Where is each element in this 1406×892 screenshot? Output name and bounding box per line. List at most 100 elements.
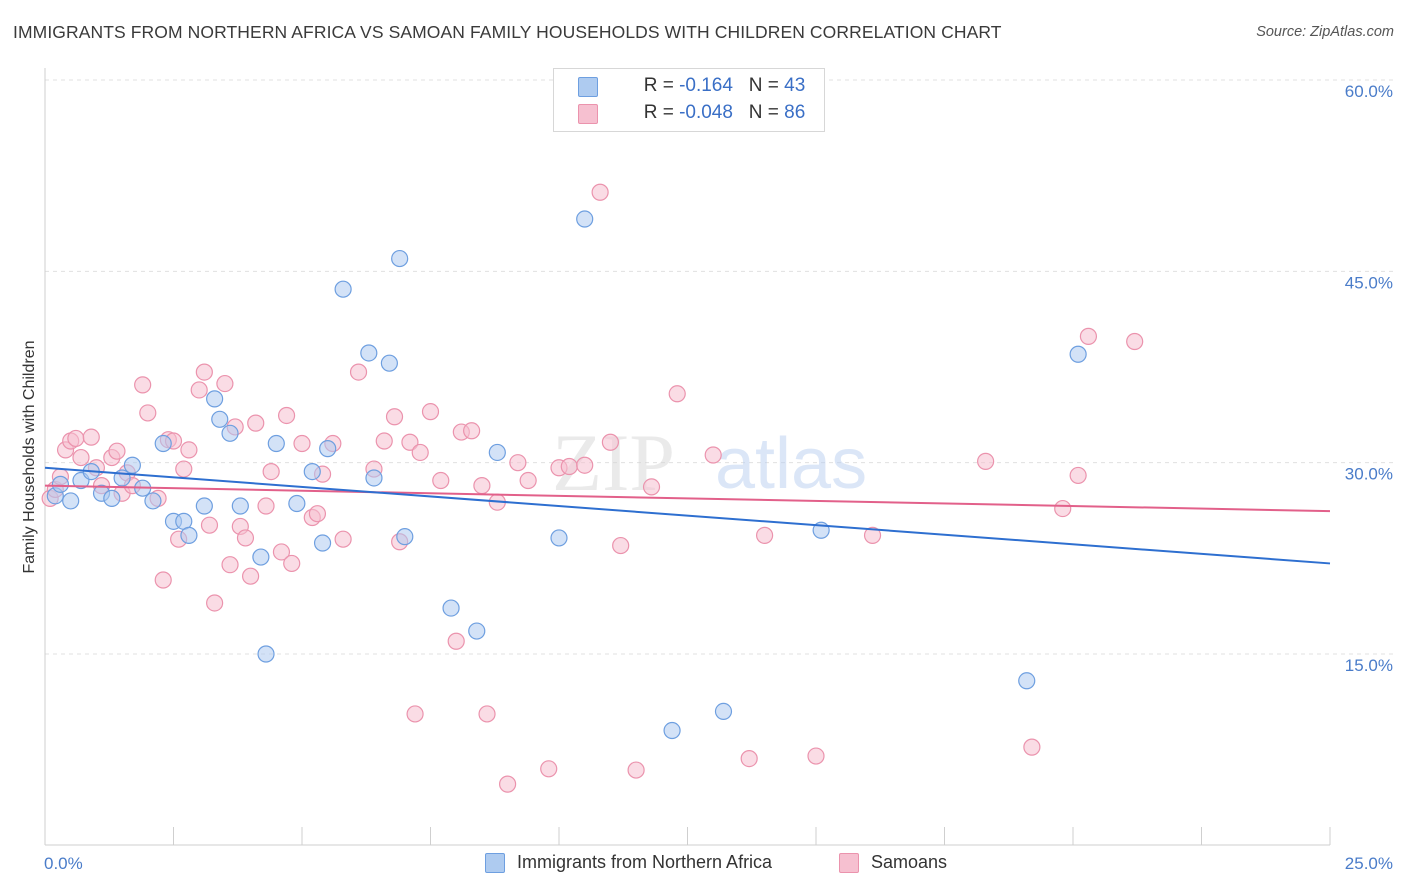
data-point <box>134 376 152 394</box>
legend-n-value: 43 <box>784 75 806 96</box>
data-point <box>1069 466 1087 485</box>
tick-labels: 15.0% 30.0% 45.0% 60.0% 0.0% 25.0% <box>44 82 1393 873</box>
axes <box>44 68 1331 846</box>
data-point <box>380 354 398 372</box>
data-point <box>401 433 419 451</box>
data-point <box>411 443 429 462</box>
legend-swatch-pink <box>839 852 859 873</box>
data-point <box>82 428 100 446</box>
data-point <box>807 747 825 765</box>
data-point <box>262 462 280 481</box>
data-point <box>360 344 378 362</box>
data-point <box>468 622 486 640</box>
data-point <box>612 536 630 555</box>
data-point <box>755 526 774 544</box>
data-point <box>1023 738 1041 756</box>
legend-n-label: N = <box>748 75 785 96</box>
data-point <box>576 210 594 228</box>
legend-n-value: 86 <box>784 102 806 123</box>
data-point <box>206 390 224 408</box>
y-tick-label: 30.0% <box>1345 465 1393 484</box>
series-samoans <box>41 183 1144 793</box>
data-point <box>283 554 301 573</box>
data-point <box>627 761 645 779</box>
legend-r-value: -0.048 <box>679 102 733 123</box>
legend-item-immigrants: Immigrants from Northern Africa <box>485 852 772 873</box>
data-point <box>236 529 255 547</box>
data-point <box>334 280 352 298</box>
data-point <box>591 183 609 201</box>
data-point <box>195 497 213 515</box>
data-point <box>180 526 198 544</box>
data-point <box>154 434 172 453</box>
data-point <box>272 543 291 561</box>
legend-r-label: R = <box>643 102 680 123</box>
data-point <box>499 775 517 793</box>
legend-item-samoans: Samoans <box>839 852 947 873</box>
data-point <box>221 424 239 442</box>
data-point <box>313 534 332 552</box>
data-point <box>108 442 126 460</box>
legend-swatch-pink <box>578 104 598 124</box>
data-point <box>442 599 460 617</box>
data-point <box>704 446 722 464</box>
y-axis-label: Family Households with Children <box>21 341 38 574</box>
data-point <box>349 363 368 381</box>
data-point <box>62 492 80 510</box>
data-point <box>576 456 594 474</box>
data-point <box>375 432 393 450</box>
chart-title: IMMIGRANTS FROM NORTHERN AFRICA VS SAMOA… <box>13 22 1002 42</box>
data-point <box>473 477 491 495</box>
data-point <box>488 443 506 462</box>
data-point <box>447 632 465 650</box>
data-point <box>103 489 121 507</box>
data-point <box>509 454 527 472</box>
data-point <box>144 492 162 510</box>
data-point <box>432 471 450 490</box>
data-point <box>293 434 311 453</box>
data-point <box>257 497 275 515</box>
data-point <box>303 462 321 481</box>
data-point <box>67 429 85 448</box>
data-point <box>211 410 229 428</box>
data-point <box>1018 672 1036 690</box>
data-point <box>668 385 686 403</box>
data-point <box>216 374 234 393</box>
data-point <box>396 528 414 546</box>
data-point <box>242 567 260 585</box>
data-point <box>519 471 537 490</box>
data-point <box>200 516 219 534</box>
y-tick-label: 15.0% <box>1345 656 1393 675</box>
data-point <box>1069 345 1087 363</box>
data-point <box>195 363 213 381</box>
data-point <box>139 404 157 422</box>
series-legend: Immigrants from Northern Africa Samoans <box>0 850 1406 880</box>
data-point <box>1054 499 1072 518</box>
data-point <box>601 433 620 451</box>
trend-line-immigrants <box>44 466 1331 565</box>
data-point <box>154 571 172 589</box>
data-point <box>51 475 70 493</box>
legend-label-immigrants: Immigrants from Northern Africa <box>517 852 773 872</box>
data-point <box>267 434 285 453</box>
data-point <box>421 403 440 421</box>
data-point <box>365 469 383 487</box>
legend-r-value: -0.164 <box>679 75 733 96</box>
data-point <box>257 645 275 663</box>
data-point <box>1079 327 1098 345</box>
legend-swatch-blue <box>578 77 598 97</box>
correlation-legend: R = -0.164 N = 43 R = -0.048 N = 86 <box>553 68 825 132</box>
data-point <box>663 721 681 740</box>
data-point <box>642 478 661 496</box>
data-point <box>463 422 481 440</box>
data-point <box>277 406 296 425</box>
y-tick-label: 45.0% <box>1345 273 1393 292</box>
data-point <box>740 749 758 768</box>
data-point <box>308 505 327 523</box>
data-point <box>190 381 208 399</box>
data-point <box>180 441 198 459</box>
trend-line-samoans <box>44 484 1331 513</box>
x-tick-label: 0.0% <box>44 854 83 873</box>
legend-r-label: R = <box>643 75 680 96</box>
